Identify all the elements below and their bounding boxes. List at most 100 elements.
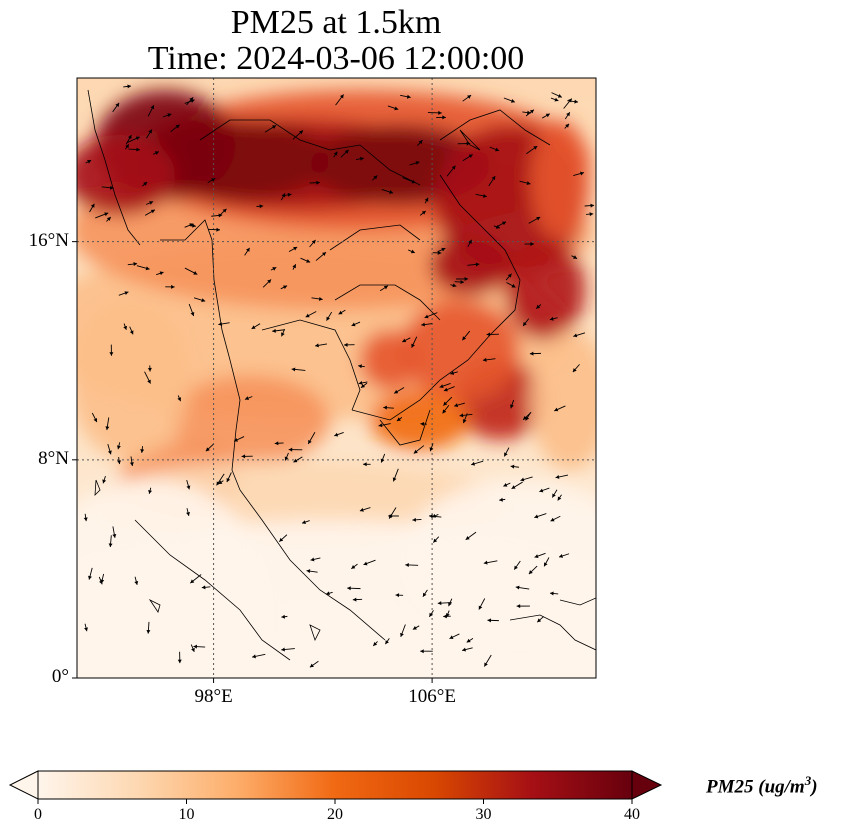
wind-arrow-head — [545, 113, 550, 118]
wind-arrow-head — [201, 298, 206, 303]
wind-arrow-head — [495, 147, 500, 152]
wind-arrow-head — [315, 343, 319, 348]
coastline-segment — [94, 479, 101, 497]
wind-arrow-head — [306, 569, 311, 574]
wind-arrow-head — [125, 144, 129, 149]
wind-arrow-head — [211, 178, 216, 182]
coastline-segment — [239, 489, 386, 641]
map-title-line1: PM25 at 1.5km — [230, 4, 442, 41]
lat-tick-label: 0° — [51, 666, 69, 687]
wind-arrow-head — [148, 489, 153, 494]
wind-arrow-head — [171, 284, 175, 289]
wind-arrow-head — [129, 330, 134, 335]
wind-arrow-head — [406, 94, 411, 99]
wind-arrow-head — [148, 129, 152, 134]
wind-arrow-head — [420, 649, 424, 654]
wind-arrow-head — [108, 543, 113, 548]
wind-arrow-head — [234, 437, 239, 442]
wind-arrow-head — [544, 562, 548, 567]
wind-arrow-head — [511, 485, 516, 489]
coastline-segment — [309, 624, 321, 642]
wind-arrow-head — [272, 125, 277, 129]
wind-arrow-head — [464, 276, 469, 281]
coastline-segment — [439, 109, 551, 146]
wind-arrow-head — [90, 203, 95, 208]
wind-arrow-head — [117, 460, 122, 465]
wind-arrow-head — [358, 380, 363, 385]
wind-arrow-head — [359, 507, 364, 512]
wind-arrow-head — [572, 368, 577, 373]
wind-arrow-head — [107, 450, 112, 455]
map-title-line2: Time: 2024-03-06 12:00:00 — [147, 40, 525, 77]
wind-arrow-head — [385, 640, 389, 645]
coastline-segment — [329, 224, 421, 251]
wind-arrow-head — [360, 156, 364, 161]
pm25-plume — [77, 135, 175, 215]
lat-tick-label: 16°N — [28, 229, 69, 251]
coastline-segment — [351, 174, 521, 421]
wind-arrow-head — [454, 403, 459, 408]
wind-arrow-head — [537, 618, 542, 623]
pm25-plume — [530, 330, 596, 470]
wind-arrow-head — [499, 497, 503, 502]
wind-arrow-head — [412, 517, 417, 522]
wind-arrow-head — [186, 511, 190, 516]
wind-arrow-head — [299, 130, 303, 135]
wind-arrow-head — [140, 449, 145, 453]
wind-arrow-head — [565, 123, 570, 128]
wind-arrow-head — [529, 351, 534, 356]
wind-arrow-head — [510, 99, 515, 103]
wind-arrow-head — [437, 250, 442, 255]
wind-arrow-head — [136, 147, 140, 152]
wind-arrow-head — [429, 612, 433, 617]
wind-arrow-head — [536, 304, 541, 309]
wind-arrow-head — [424, 314, 429, 319]
wind-arrow-head — [442, 115, 446, 120]
wind-arrow-head — [360, 384, 365, 388]
wind-arrow-head — [351, 322, 356, 327]
wind-arrow-head — [459, 413, 464, 418]
wind-arrow-head — [383, 285, 388, 290]
colorbar-tick-label: 0 — [34, 806, 42, 823]
wind-arrow-head — [241, 454, 246, 459]
wind-arrow-head — [557, 94, 562, 98]
wind-arrow-head — [351, 565, 356, 569]
wind-arrow-head — [486, 332, 491, 337]
wind-arrow-head — [487, 618, 492, 623]
wind-arrow-head — [566, 112, 570, 117]
lon-tick-label: 106°E — [408, 686, 456, 707]
wind-arrow-head — [413, 449, 418, 454]
wind-arrow-head — [93, 418, 98, 423]
colorbar-tick-label: 20 — [327, 806, 343, 823]
wind-arrow-head — [284, 456, 289, 461]
wind-arrow-head — [559, 554, 564, 558]
pm25-plume — [77, 480, 270, 678]
wind-arrow-head — [536, 216, 541, 221]
wind-arrow-head — [293, 458, 298, 463]
wind-arrow-head — [309, 663, 314, 668]
wind-arrow-head — [87, 159, 92, 164]
wind-arrow-head — [396, 417, 401, 422]
wind-arrow-head — [429, 447, 434, 452]
wind-arrow-head — [528, 570, 533, 575]
wind-arrow-head — [123, 325, 128, 330]
coastlines — [87, 89, 596, 661]
wind-arrow-head — [452, 283, 457, 288]
wind-arrow-head — [394, 389, 399, 394]
wind-arrow-head — [510, 404, 514, 409]
wind-arrow-head — [150, 209, 155, 214]
wind-arrow-head — [373, 642, 378, 646]
wind-arrow-head — [347, 586, 351, 591]
wind-arrow-head — [302, 520, 306, 524]
colorbar-tick-label: 40 — [624, 806, 640, 823]
wind-arrow-head — [465, 536, 470, 540]
wind-arrow-head — [514, 565, 518, 570]
coastline-segment — [134, 519, 291, 661]
wind-arrow-head — [443, 614, 447, 619]
wind-arrow-head — [222, 208, 227, 213]
wind-arrow-head — [333, 151, 338, 156]
wind-arrow-head — [510, 464, 515, 469]
wind-arrow-head — [448, 602, 452, 607]
wind-arrow-head — [389, 190, 394, 194]
wind-arrow-head — [251, 325, 256, 329]
